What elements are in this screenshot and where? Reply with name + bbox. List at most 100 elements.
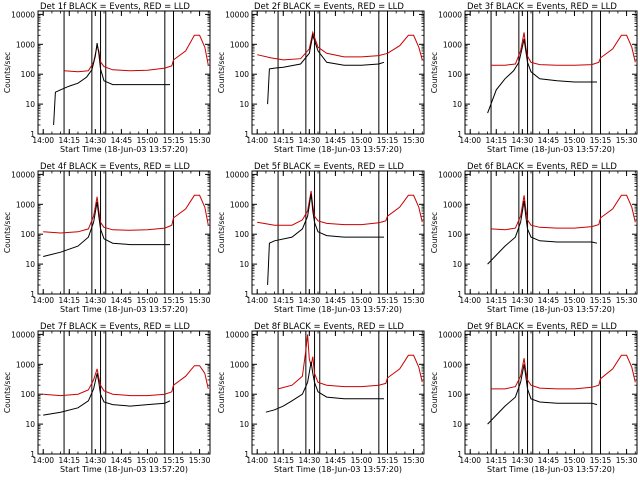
x-tick-label: 14:30: [85, 296, 107, 305]
x-tick-label: 15:30: [616, 456, 638, 465]
x-tick-label: 15:00: [564, 456, 586, 465]
y-tick-label: 1: [244, 450, 249, 459]
events-series-line: [43, 373, 171, 416]
chart-panel-1: Det 1f BLACK = Events, RED = LLD Counts/s…: [3, 2, 211, 154]
x-axis-label: Start Time (18-Jun-03 13:57:20): [60, 305, 188, 314]
x-tick-label: 14:15: [485, 456, 507, 465]
x-tick-label: 14:15: [58, 456, 80, 465]
y-tick-label: 10000: [438, 170, 462, 179]
x-axis-label: Start Time (18-Jun-03 13:57:20): [274, 305, 402, 314]
events-series-line: [43, 201, 170, 257]
plot-frame: [251, 330, 425, 455]
chart-title: Det 6f BLACK = Events, RED = LLD: [467, 162, 617, 172]
x-tick-label: 15:15: [590, 296, 612, 305]
plot-frame: [464, 10, 638, 135]
x-tick-label: 14:45: [538, 456, 560, 465]
chart-title: Det 7f BLACK = Events, RED = LLD: [40, 322, 190, 332]
y-axis-label: Counts/sec: [430, 372, 439, 413]
plot-frame: [251, 10, 425, 135]
y-tick-label: 1000: [443, 360, 462, 369]
chart-panel-3: Det 3f BLACK = Events, RED = LLD Counts/s…: [430, 2, 638, 154]
y-tick-label: 100: [235, 70, 250, 79]
x-tick-label: 14:30: [299, 456, 321, 465]
y-tick-label: 100: [448, 230, 463, 239]
x-tick-label: 15:30: [403, 456, 425, 465]
x-tick-label: 14:00: [459, 136, 481, 145]
events-series-line: [267, 194, 384, 286]
events-series-line: [487, 364, 598, 425]
x-tick-label: 15:30: [616, 296, 638, 305]
chart-title: Det 2f BLACK = Events, RED = LLD: [254, 2, 404, 12]
y-tick-label: 10: [25, 260, 35, 269]
x-axis-label: Start Time (18-Jun-03 13:57:20): [60, 145, 188, 154]
y-tick-label: 1: [30, 450, 35, 459]
x-tick-label: 14:30: [512, 136, 534, 145]
y-axis-label: Counts/sec: [217, 372, 226, 413]
y-tick-label: 100: [448, 390, 463, 399]
x-tick-label: 15:30: [403, 136, 425, 145]
x-tick-label: 14:15: [485, 296, 507, 305]
lld-series-line: [491, 354, 636, 390]
y-tick-label: 100: [21, 390, 36, 399]
x-tick-label: 14:45: [325, 136, 347, 145]
x-tick-label: 15:30: [403, 296, 425, 305]
y-tick-label: 1000: [443, 40, 462, 49]
x-tick-label: 14:30: [512, 296, 534, 305]
y-tick-label: 1000: [230, 40, 249, 49]
x-axis-label: Start Time (18-Jun-03 13:57:20): [274, 465, 402, 474]
plot-frame: [464, 330, 638, 455]
x-tick-label: 14:45: [111, 456, 133, 465]
lld-series-line: [491, 32, 636, 66]
x-tick-label: 14:15: [58, 296, 80, 305]
x-tick-label: 14:00: [246, 456, 268, 465]
y-tick-label: 1: [457, 450, 462, 459]
y-tick-label: 100: [448, 70, 463, 79]
x-tick-label: 14:45: [111, 136, 133, 145]
x-tick-label: 15:00: [137, 456, 159, 465]
x-tick-label: 15:15: [163, 136, 185, 145]
x-tick-label: 15:30: [189, 456, 211, 465]
x-tick-label: 14:30: [299, 136, 321, 145]
plot-frame: [37, 170, 211, 295]
x-tick-label: 14:00: [246, 136, 268, 145]
chart-title: Det 1f BLACK = Events, RED = LLD: [40, 2, 190, 12]
chart-title: Det 5f BLACK = Events, RED = LLD: [254, 162, 404, 172]
x-tick-label: 14:00: [459, 456, 481, 465]
y-tick-label: 10: [452, 100, 462, 109]
y-axis-label: Counts/sec: [217, 52, 226, 93]
x-tick-label: 14:30: [85, 136, 107, 145]
chart-panel-4: Det 4f BLACK = Events, RED = LLD Counts/s…: [3, 162, 211, 314]
x-axis-label: Start Time (18-Jun-03 13:57:20): [487, 465, 615, 474]
y-tick-label: 1: [457, 130, 462, 139]
x-tick-label: 14:45: [538, 136, 560, 145]
x-tick-label: 15:30: [189, 136, 211, 145]
x-tick-label: 14:45: [325, 456, 347, 465]
x-tick-label: 15:15: [377, 136, 399, 145]
y-tick-label: 1000: [16, 40, 35, 49]
plot-frame: [37, 330, 211, 455]
y-tick-label: 1000: [230, 200, 249, 209]
x-axis-label: Start Time (18-Jun-03 13:57:20): [487, 145, 615, 154]
chart-panel-6: Det 6f BLACK = Events, RED = LLD Counts/s…: [430, 162, 638, 314]
x-axis-label: Start Time (18-Jun-03 13:57:20): [487, 305, 615, 314]
x-tick-label: 14:00: [32, 456, 54, 465]
x-tick-label: 15:00: [137, 296, 159, 305]
y-tick-label: 1: [244, 290, 249, 299]
y-tick-label: 10000: [11, 170, 35, 179]
chart-panel-9: Det 9f BLACK = Events, RED = LLD Counts/s…: [430, 322, 638, 474]
x-tick-label: 15:30: [189, 296, 211, 305]
plot-frame: [464, 170, 638, 295]
lld-series-line: [277, 334, 423, 390]
y-tick-label: 10: [452, 420, 462, 429]
y-tick-label: 1000: [443, 200, 462, 209]
chart-panel-5: Det 5f BLACK = Events, RED = LLD Counts/s…: [217, 162, 425, 314]
x-tick-label: 14:45: [325, 296, 347, 305]
x-tick-label: 15:00: [137, 136, 159, 145]
chart-panel-8: Det 8f BLACK = Events, RED = LLD Counts/s…: [217, 322, 425, 474]
x-tick-label: 15:15: [590, 136, 612, 145]
y-tick-label: 100: [235, 390, 250, 399]
y-tick-label: 10: [452, 260, 462, 269]
events-series-line: [267, 33, 385, 105]
x-tick-label: 14:00: [459, 296, 481, 305]
